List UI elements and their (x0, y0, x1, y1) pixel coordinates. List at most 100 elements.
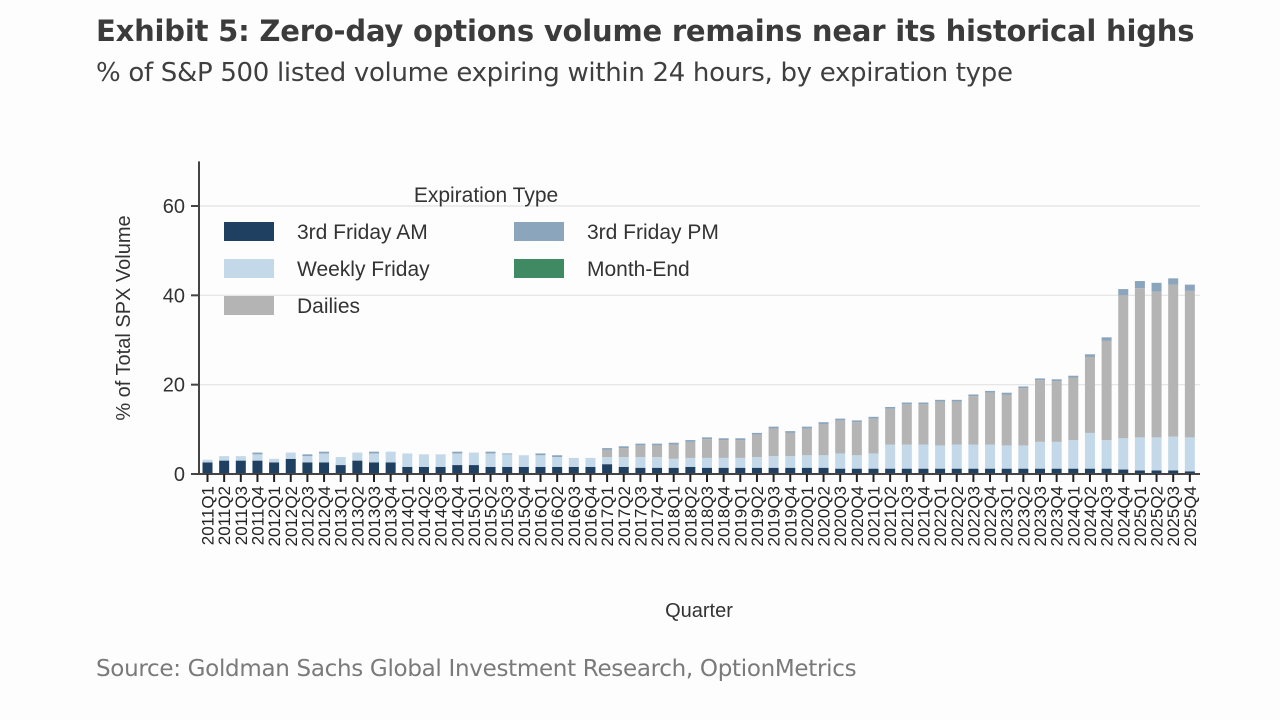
bar-3rd-friday-pm-2015Q2 (485, 451, 496, 454)
bar-weekly-friday-2011Q4 (252, 454, 263, 461)
bar-weekly-friday-2022Q4 (985, 444, 996, 469)
bar-stack-2018Q3 (702, 437, 712, 474)
bar-weekly-friday-2023Q4 (1051, 441, 1062, 469)
gridlines (199, 205, 1200, 386)
legend-item-3rd-friday-pm: 3rd Friday PM (514, 221, 719, 244)
bar-stack-2017Q1 (602, 448, 613, 474)
bar-dailies-2024Q3 (1101, 340, 1112, 441)
bar-3rd-friday-pm-2021Q1 (868, 416, 879, 419)
bar-weekly-friday-2017Q2 (618, 457, 629, 467)
chart-title: Exhibit 5: Zero-day options volume remai… (96, 14, 1195, 48)
bar-weekly-friday-2018Q4 (718, 457, 729, 468)
x-tick-label-2015Q3: 2015Q3 (498, 486, 517, 547)
bar-stack-2014Q2 (418, 454, 429, 474)
x-tick-label-2023Q4: 2023Q4 (1048, 486, 1067, 547)
bar-3rd-friday-pm-2017Q1 (602, 448, 613, 450)
bar-3rd-friday-pm-2018Q3 (702, 437, 712, 440)
bar-3rd-friday-am-2011Q3 (235, 460, 246, 474)
bar-3rd-friday-am-2015Q3 (502, 466, 513, 474)
bar-3rd-friday-am-2022Q1 (935, 468, 946, 474)
bar-weekly-friday-2016Q4 (585, 457, 596, 467)
bar-3rd-friday-am-2019Q3 (768, 467, 779, 474)
bar-stack-2018Q2 (685, 440, 696, 474)
bar-weekly-friday-2019Q4 (785, 456, 796, 468)
bar-weekly-friday-2011Q1 (202, 459, 213, 463)
x-tick-label-2022Q2: 2022Q2 (948, 486, 967, 547)
bar-3rd-friday-pm-2024Q3 (1101, 337, 1112, 341)
bar-stack-2012Q4 (319, 451, 330, 474)
bar-dailies-2022Q1 (935, 401, 946, 446)
y-tick-labels: 0 20 40 60 (163, 196, 185, 486)
bar-weekly-friday-2025Q4 (1184, 437, 1195, 472)
bar-weekly-friday-2020Q3 (835, 453, 846, 469)
bar-3rd-friday-pm-2020Q2 (818, 422, 829, 424)
bar-weekly-friday-2021Q3 (901, 444, 912, 469)
x-tick-label-2011Q4: 2011Q4 (248, 486, 267, 545)
x-tick-label-2024Q3: 2024Q3 (1098, 486, 1117, 547)
bar-stack-2022Q1 (935, 399, 946, 474)
bar-dailies-2024Q1 (1068, 377, 1079, 441)
bar-weekly-friday-2023Q3 (1035, 441, 1045, 469)
bar-weekly-friday-2024Q4 (1118, 438, 1129, 470)
bar-3rd-friday-am-2019Q4 (785, 467, 796, 474)
bar-weekly-friday-2015Q4 (518, 455, 529, 467)
bar-3rd-friday-pm-2025Q2 (1151, 282, 1162, 292)
bar-weekly-friday-2016Q3 (568, 457, 579, 467)
bar-3rd-friday-am-2011Q1 (202, 462, 213, 474)
bar-3rd-friday-pm-2018Q1 (668, 442, 679, 445)
x-tick-label-2016Q3: 2016Q3 (565, 486, 584, 547)
y-tick-label-0: 0 (174, 464, 185, 486)
x-tick-label-2014Q4: 2014Q4 (448, 486, 467, 547)
bar-3rd-friday-am-2015Q1 (468, 465, 479, 474)
legend-label: Weekly Friday (297, 258, 430, 281)
bar-stack-2021Q2 (885, 407, 896, 474)
bar-dailies-2017Q1 (602, 449, 613, 458)
y-tick-label-40: 40 (163, 285, 185, 307)
x-tick-label-2011Q1: 2011Q1 (199, 486, 218, 545)
legend-swatch (224, 259, 274, 278)
bar-dailies-2018Q4 (718, 440, 729, 458)
bar-stack-2023Q2 (1018, 386, 1029, 474)
bar-3rd-friday-pm-2022Q2 (951, 399, 962, 402)
bar-stack-2012Q1 (269, 458, 280, 474)
bar-3rd-friday-pm-2019Q3 (768, 426, 779, 429)
bar-stack-2016Q3 (568, 457, 579, 474)
bar-3rd-friday-am-2017Q2 (618, 466, 629, 474)
bar-stack-2019Q4 (785, 431, 796, 474)
x-tick-label-2021Q3: 2021Q3 (898, 486, 917, 547)
bar-stack-2011Q2 (219, 456, 230, 474)
bar-stack-2022Q2 (951, 399, 962, 474)
bar-stack-2020Q3 (835, 418, 846, 474)
bar-stack-2013Q3 (369, 451, 379, 474)
bar-stack-2020Q1 (801, 426, 812, 474)
bar-dailies-2022Q4 (985, 392, 996, 445)
bar-weekly-friday-2025Q3 (1168, 436, 1179, 471)
bar-3rd-friday-am-2023Q2 (1018, 468, 1029, 474)
bar-3rd-friday-am-2011Q4 (252, 460, 263, 474)
bar-stack-2020Q4 (851, 420, 862, 474)
bar-dailies-2023Q1 (1001, 394, 1012, 446)
bar-dailies-2019Q4 (785, 432, 796, 457)
bar-weekly-friday-2018Q1 (668, 458, 679, 468)
bar-weekly-friday-2024Q3 (1101, 440, 1112, 469)
bar-stack-2014Q3 (435, 454, 446, 474)
bar-weekly-friday-2013Q1 (335, 457, 346, 466)
bar-3rd-friday-pm-2016Q2 (552, 455, 563, 458)
x-tick-label-2015Q4: 2015Q4 (515, 486, 534, 547)
bar-3rd-friday-am-2020Q3 (835, 468, 846, 474)
bar-weekly-friday-2020Q1 (801, 455, 812, 468)
bar-3rd-friday-am-2024Q2 (1084, 468, 1095, 474)
bar-weekly-friday-2021Q4 (918, 444, 929, 469)
x-tick-label-2013Q2: 2013Q2 (348, 486, 367, 547)
x-tick-label-2012Q4: 2012Q4 (315, 486, 334, 547)
bar-3rd-friday-am-2018Q2 (685, 466, 696, 474)
bar-dailies-2018Q1 (668, 444, 679, 459)
chart-subtitle: % of S&P 500 listed volume expiring with… (96, 58, 1013, 88)
bar-3rd-friday-pm-2019Q2 (751, 432, 762, 435)
bar-3rd-friday-am-2016Q1 (535, 466, 546, 474)
x-tick-label-2016Q4: 2016Q4 (581, 486, 600, 547)
bar-3rd-friday-am-2021Q1 (868, 468, 879, 474)
bar-stack-2019Q2 (751, 432, 762, 474)
axes (191, 161, 1200, 482)
